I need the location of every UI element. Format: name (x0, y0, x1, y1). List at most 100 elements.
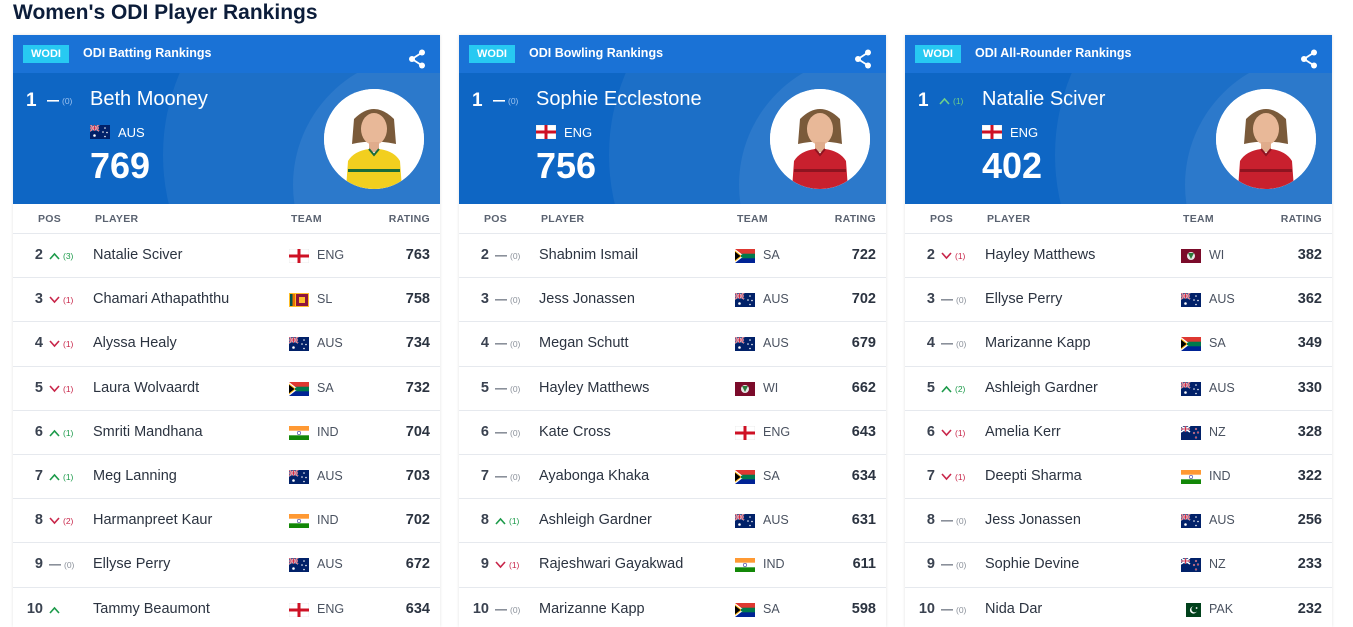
column-header-pos: POS (38, 213, 62, 225)
table-row[interactable]: 2 (3) Natalie Sciver ENG 763 (13, 234, 440, 279)
row-player-name[interactable]: Ellyse Perry (985, 291, 1063, 308)
table-row[interactable]: 9 (0) Ellyse Perry AUS 672 (13, 543, 440, 588)
format-badge: WODI (915, 45, 961, 63)
table-row[interactable]: 8 (0) Jess Jonassen AUS 256 (905, 499, 1332, 544)
table-row[interactable]: 5 (1) Laura Wolvaardt SA 732 (13, 367, 440, 411)
row-rating: 232 (1297, 600, 1322, 617)
row-player-name[interactable]: Amelia Kerr (985, 423, 1061, 440)
row-player-name[interactable]: Marizanne Kapp (985, 335, 1091, 352)
table-row[interactable]: 5 (2) Ashleigh Gardner AUS 330 (905, 367, 1332, 411)
row-team: ENG (317, 601, 345, 616)
share-icon[interactable] (408, 49, 426, 69)
table-row[interactable]: 6 (0) Kate Cross ENG 643 (459, 411, 886, 455)
row-player-name[interactable]: Nida Dar (985, 600, 1043, 617)
row-player-name[interactable]: Ashleigh Gardner (539, 512, 652, 529)
row-player-name[interactable]: Jess Jonassen (539, 291, 635, 308)
row-position: 10 (472, 600, 489, 617)
row-movement: (0) (49, 557, 74, 573)
table-row[interactable]: 10 Tammy Beaumont ENG 634 (13, 588, 440, 627)
top-player-team: AUS (118, 125, 145, 140)
row-player-name[interactable]: Ayabonga Khaka (539, 467, 650, 484)
table-row[interactable]: 7 (1) Deepti Sharma IND 322 (905, 455, 1332, 500)
row-player-name[interactable]: Natalie Sciver (93, 247, 183, 263)
table-row[interactable]: 10 (0) Nida Dar PAK 232 (905, 588, 1332, 627)
row-team: AUS (1209, 292, 1235, 307)
top-player-card[interactable]: WODI ODI Batting Rankings 1 (0) Beth Mooney A… (13, 35, 440, 204)
table-row[interactable]: 8 (2) Harmanpreet Kaur IND 702 (13, 499, 440, 544)
aus-flag-icon (735, 293, 755, 308)
row-player-name[interactable]: Jess Jonassen (985, 512, 1081, 529)
table-row[interactable]: 7 (1) Meg Lanning AUS 703 (13, 455, 440, 500)
sa-flag-icon (289, 381, 309, 396)
table-row[interactable]: 8 (1) Ashleigh Gardner AUS 631 (459, 499, 886, 544)
row-player-name[interactable]: Hayley Matthews (985, 247, 1096, 263)
table-row[interactable]: 4 (0) Megan Schutt AUS 679 (459, 322, 886, 367)
table-row[interactable]: 5 (0) Hayley Matthews WI 662 (459, 367, 886, 411)
share-icon[interactable] (854, 49, 872, 69)
row-player-name[interactable]: Alyssa Healy (93, 335, 177, 352)
column-header-player: PLAYER (987, 213, 1031, 225)
player-photo (324, 89, 424, 189)
row-team: ENG (763, 424, 791, 439)
row-player-name[interactable]: Smriti Mandhana (93, 423, 203, 440)
row-movement: (0) (941, 602, 966, 618)
table-row[interactable]: 4 (0) Marizanne Kapp SA 349 (905, 322, 1332, 367)
row-player-name[interactable]: Meg Lanning (93, 467, 177, 484)
top-player-card[interactable]: WODI ODI Bowling Rankings 1 (0) Sophie Eccle… (459, 35, 886, 204)
top-player-name[interactable]: Beth Mooney (90, 88, 208, 110)
row-rating: 611 (852, 556, 876, 573)
table-row[interactable]: 3 (1) Chamari Athapaththu SL 758 (13, 278, 440, 323)
table-row[interactable]: 9 (1) Rajeshwari Gayakwad IND 611 (459, 543, 886, 588)
row-position: 10 (918, 600, 935, 617)
top-player-change: (1) (953, 96, 964, 106)
row-player-name[interactable]: Sophie Devine (985, 556, 1080, 573)
aus-flag-icon (289, 337, 309, 352)
row-team: AUS (763, 336, 789, 351)
row-position: 3 (926, 291, 935, 308)
row-player-name[interactable]: Laura Wolvaardt (93, 379, 200, 396)
dash-icon (49, 564, 61, 566)
chevron-down-icon (495, 561, 506, 569)
table-row[interactable]: 6 (1) Smriti Mandhana IND 704 (13, 411, 440, 455)
dash-icon (941, 299, 953, 301)
row-player-name[interactable]: Harmanpreet Kaur (93, 512, 213, 529)
format-badge: WODI (469, 45, 515, 63)
top-player-team: ENG (1010, 125, 1039, 140)
row-team: AUS (763, 292, 789, 307)
row-movement: (0) (495, 381, 520, 397)
table-row[interactable]: 10 (0) Marizanne Kapp SA 598 (459, 588, 886, 627)
row-rating: 382 (1297, 247, 1322, 263)
row-player-name[interactable]: Marizanne Kapp (539, 600, 645, 617)
table-row[interactable]: 2 (0) Shabnim Ismail SA 722 (459, 234, 886, 279)
row-player-name[interactable]: Ellyse Perry (93, 556, 171, 573)
table-header: POS PLAYER TEAM RATING (459, 204, 886, 234)
table-row[interactable]: 3 (0) Ellyse Perry AUS 362 (905, 278, 1332, 323)
table-row[interactable]: 6 (1) Amelia Kerr NZ 328 (905, 411, 1332, 455)
row-player-name[interactable]: Hayley Matthews (539, 379, 650, 396)
row-player-name[interactable]: Megan Schutt (539, 335, 629, 352)
column-header-team: TEAM (291, 213, 322, 225)
row-player-name[interactable]: Tammy Beaumont (93, 600, 210, 617)
table-row[interactable]: 4 (1) Alyssa Healy AUS 734 (13, 322, 440, 367)
row-player-name[interactable]: Chamari Athapaththu (93, 291, 230, 308)
row-player-name[interactable]: Rajeshwari Gayakwad (539, 556, 684, 573)
row-change: (1) (509, 516, 520, 527)
table-row[interactable]: 2 (1) Hayley Matthews WI 382 (905, 234, 1332, 279)
share-icon[interactable] (1300, 49, 1318, 69)
row-team: PAK (1209, 601, 1234, 616)
ind-flag-icon (735, 558, 755, 573)
player-photo (770, 89, 870, 189)
chevron-up-icon (939, 97, 950, 105)
row-player-name[interactable]: Deepti Sharma (985, 467, 1082, 484)
table-row[interactable]: 9 (0) Sophie Devine NZ 233 (905, 543, 1332, 588)
row-player-name[interactable]: Shabnim Ismail (539, 247, 639, 263)
page-title: Women's ODI Player Rankings (13, 1, 318, 24)
top-player-card[interactable]: WODI ODI All-Rounder Rankings 1 (1) Natalie … (905, 35, 1332, 204)
row-player-name[interactable]: Kate Cross (539, 423, 611, 440)
row-player-name[interactable]: Ashleigh Gardner (985, 379, 1098, 396)
top-player-name[interactable]: Sophie Ecclestone (536, 88, 702, 110)
top-player-name[interactable]: Natalie Sciver (982, 88, 1106, 110)
table-row[interactable]: 7 (0) Ayabonga Khaka SA 634 (459, 455, 886, 500)
table-row[interactable]: 3 (0) Jess Jonassen AUS 702 (459, 278, 886, 323)
row-movement: (1) (49, 336, 73, 352)
